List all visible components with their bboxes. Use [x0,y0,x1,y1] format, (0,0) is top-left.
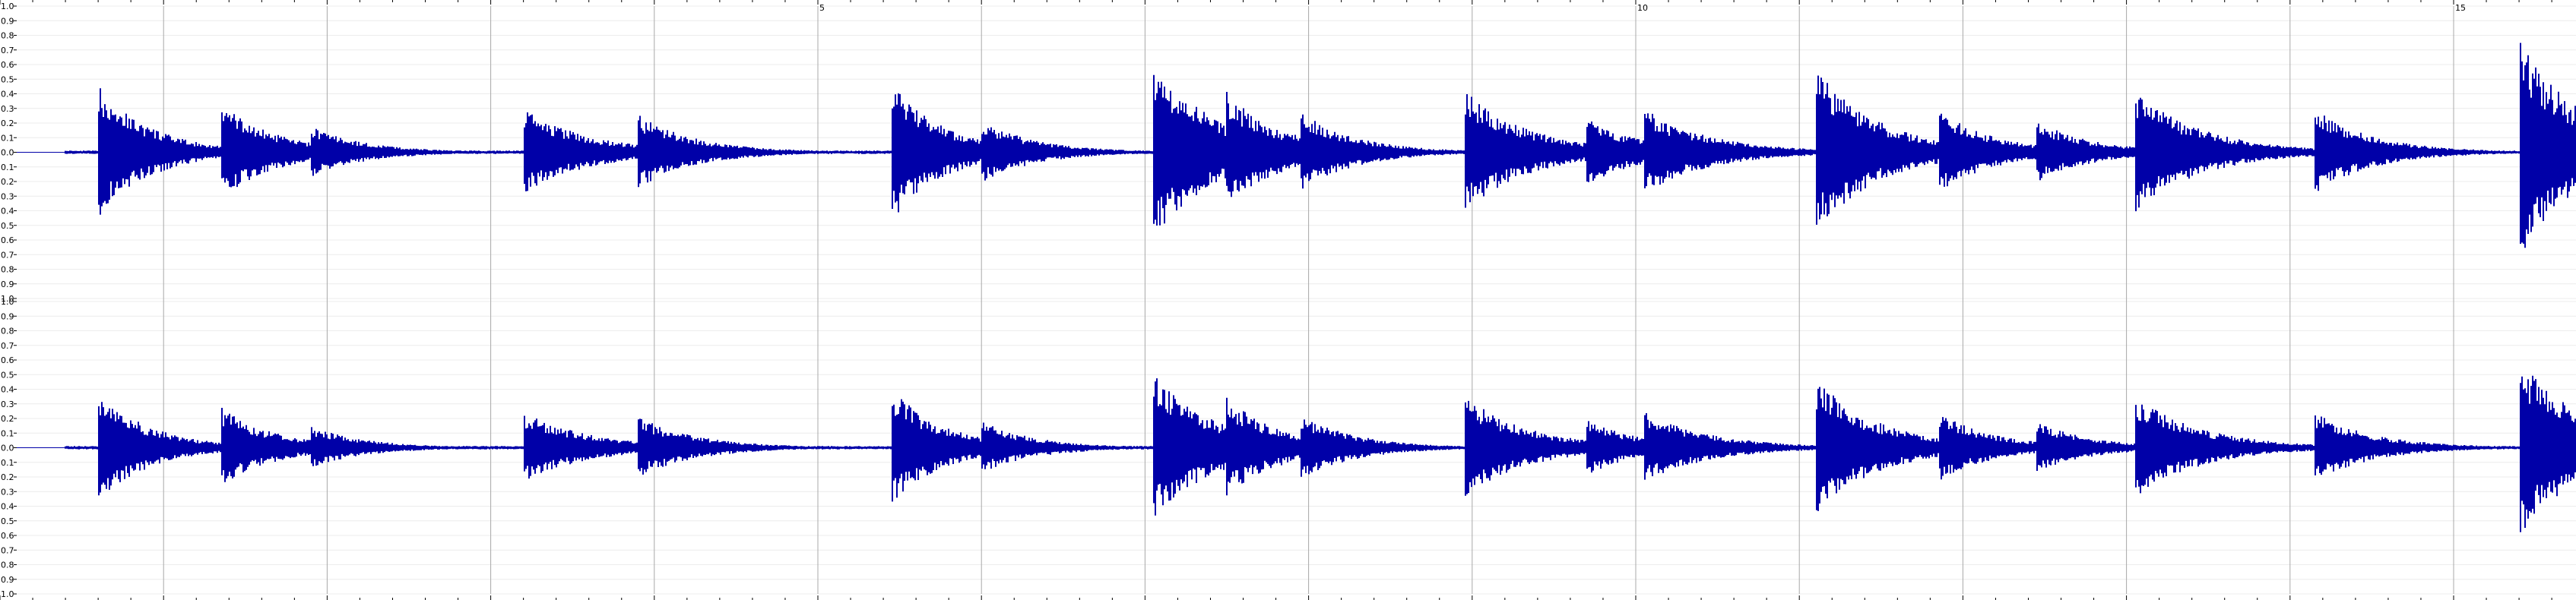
waveform-trace [65,375,2576,532]
amplitude-tick-label: 0.3 [1,487,14,497]
amplitude-tick-label: 1.0 [1,2,14,11]
amplitude-tick-label: 0.1 [1,133,14,143]
amplitude-tick-label: 0.8 [1,561,14,570]
amplitude-tick-label: 0.3 [1,104,14,114]
amplitude-tick-label: 1.0 [1,589,14,599]
amplitude-tick-label: 0.2 [1,472,14,482]
amplitude-tick-label: 0.1 [1,428,14,438]
channel-2-waveform[interactable] [0,375,2576,532]
time-tick-label: 10 [1637,3,1648,13]
amplitude-tick-label: 0.6 [1,531,14,541]
amplitude-tick-label: 0.3 [1,191,14,201]
waveform-trace [65,43,2576,248]
amplitude-tick-label: 0.7 [1,250,14,260]
amplitude-tick-label: 0.9 [1,279,14,289]
amplitude-tick-label: 0.9 [1,311,14,321]
amplitude-tick-label: 0.9 [1,575,14,585]
amplitude-tick-label: 1.0 [1,294,14,304]
amplitude-tick-label: 0.2 [1,414,14,424]
minor-gridlines [17,5,2576,595]
amplitude-tick-label: 0.0 [1,148,14,158]
amplitude-ruler: 1.0 0.9 0.8 0.7 0.6 0.5 0.4 0.3 0.2 0.1 0.0 0.1 0.2 0… [0,0,17,600]
amplitude-tick-label: 0.6 [1,355,14,365]
amplitude-tick-label: 0.4 [1,502,14,512]
channel-1-waveform[interactable] [0,43,2576,248]
amplitude-tick-label: 0.5 [1,516,14,526]
amplitude-tick-label: 0.5 [1,370,14,380]
amplitude-tick-label: 0.5 [1,74,14,84]
amplitude-tick-label: 0.7 [1,341,14,351]
time-tick-label: 15 [2455,3,2466,13]
amplitude-tick-label: 0.8 [1,327,14,336]
amplitude-tick-label: 0.3 [1,399,14,409]
amplitude-tick-label: 0.2 [1,177,14,187]
amplitude-tick-label: 0.5 [1,221,14,231]
amplitude-tick-label: 0.8 [1,31,14,41]
amplitude-tick-label: 0.0 [1,444,14,453]
time-tick-label: 5 [819,3,825,13]
amplitude-tick-label: 1.0 [1,297,14,307]
amplitude-tick-label: 0.6 [1,235,14,245]
amplitude-tick-label: 0.1 [1,163,14,172]
amplitude-ruler-background [0,0,17,600]
amplitude-tick-label: 0.4 [1,385,14,395]
amplitude-tick-label: 0.9 [1,16,14,26]
amplitude-tick-label: 0.1 [1,458,14,468]
amplitude-tick-label: 0.6 [1,60,14,70]
amplitude-tick-label: 0.7 [1,46,14,55]
amplitude-tick-label: 0.4 [1,90,14,99]
amplitude-tick-label: 0.4 [1,207,14,216]
amplitude-tick-label: 0.8 [1,265,14,275]
amplitude-tick-label: 0.2 [1,118,14,128]
amplitude-tick-label: 0.7 [1,545,14,555]
major-gridlines [163,6,2454,594]
